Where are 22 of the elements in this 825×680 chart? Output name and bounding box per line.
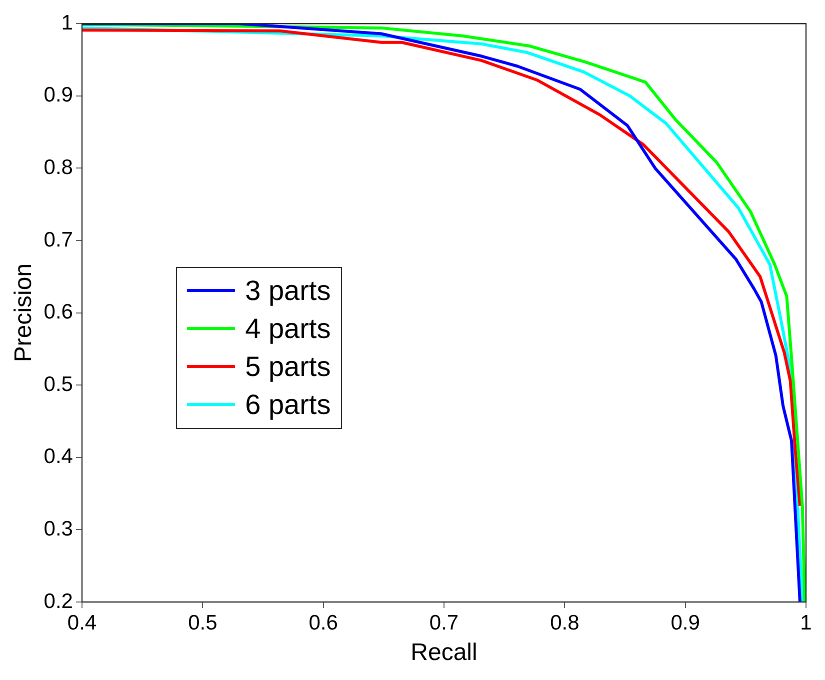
y-tick-label: 0.9 [44,84,73,107]
y-tick-label: 0.2 [44,590,73,613]
y-tick-label: 0.7 [44,228,73,252]
legend-label: 3 parts [245,274,331,308]
x-tick-label: 0.8 [550,611,580,634]
x-tick-label: 0.4 [67,611,97,634]
legend-label: 6 parts [245,388,331,422]
y-tick-label: 0.8 [44,156,73,179]
y-tick-label: 1 [61,11,73,34]
legend-label: 5 parts [245,350,331,384]
y-tick-label: 0.6 [44,300,73,324]
x-tick-label: 1 [800,611,812,634]
y-tick-label: 0.4 [44,445,74,468]
x-axis-title: Recall [410,639,478,666]
x-tick-label: 0.6 [308,611,338,634]
legend-label: 4 parts [245,312,331,346]
x-tick-label: 0.7 [429,611,459,634]
y-tick-label: 0.5 [44,372,73,396]
x-tick-label: 0.5 [188,611,218,634]
x-tick-label: 0.9 [670,611,700,634]
y-axis-title: Precision [10,263,38,362]
y-tick-label: 0.3 [44,517,73,540]
